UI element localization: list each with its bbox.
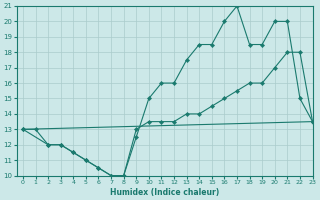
- X-axis label: Humidex (Indice chaleur): Humidex (Indice chaleur): [110, 188, 219, 197]
